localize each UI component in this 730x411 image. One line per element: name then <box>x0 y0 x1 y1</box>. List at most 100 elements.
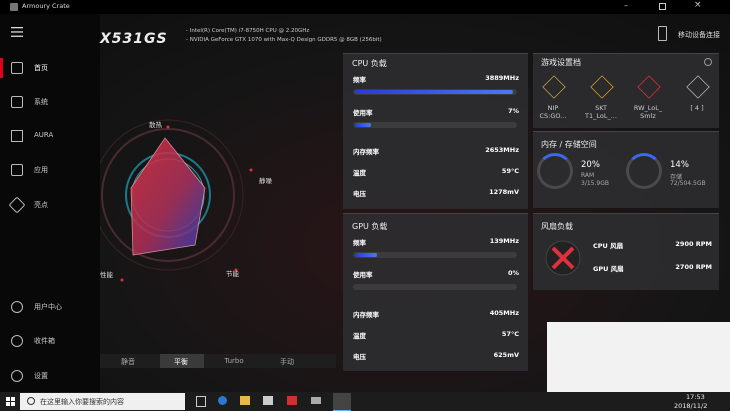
gpu-panel <box>343 213 528 371</box>
profile-name[interactable]: NIP <box>547 104 559 112</box>
metric-value: 7% <box>507 107 519 115</box>
metric-bar-track <box>353 122 517 128</box>
radar-label: 静噪 <box>259 177 272 185</box>
mode-tab[interactable]: 平衡 <box>174 358 188 366</box>
active-tab-highlight <box>160 354 204 368</box>
metric-label: 内存频率 <box>353 148 379 156</box>
gauge-ring <box>626 153 662 189</box>
taskbar-app[interactable] <box>240 396 250 405</box>
search-icon <box>27 397 35 405</box>
metric-label: 频率 <box>353 239 366 247</box>
metric-label: 频率 <box>353 76 366 84</box>
gauge-detail: 3/15.9GB <box>581 180 609 187</box>
gauge-percent: 14% <box>670 160 689 170</box>
nav-icon[interactable] <box>11 301 23 313</box>
taskbar-app[interactable] <box>218 396 227 405</box>
app-icon <box>10 3 18 11</box>
blank-area <box>547 322 730 392</box>
search-placeholder: 在这里输入你要搜索的内容 <box>40 398 124 406</box>
metric-label: 电压 <box>353 190 366 198</box>
active-indicator <box>0 58 3 78</box>
start-button[interactable] <box>6 397 15 406</box>
taskbar-app[interactable] <box>311 397 321 404</box>
radar-label: 散热 <box>149 121 162 129</box>
nav-icon[interactable] <box>11 62 23 74</box>
metric-bar-track <box>353 252 517 258</box>
fan-label: CPU 风扇 <box>593 242 624 250</box>
radar-label: 节能 <box>226 270 239 278</box>
metric-label: 使用率 <box>353 271 373 279</box>
settings-icon[interactable] <box>704 58 712 66</box>
metric-bar-fill <box>355 123 371 127</box>
metric-label: 使用率 <box>353 109 373 117</box>
mobile-link[interactable]: 移动设备连接 <box>678 31 720 39</box>
panel-title: 内存 / 存储空间 <box>541 140 597 149</box>
profile-name[interactable]: T1_LoL_... <box>585 112 617 120</box>
profile-name[interactable]: Smlz <box>640 112 656 120</box>
profile-name[interactable]: RW_LoL_ <box>633 104 663 112</box>
radar-chart <box>100 119 253 282</box>
metric-value: 1278mV <box>489 188 519 196</box>
taskbar-app[interactable] <box>263 396 273 405</box>
panel-title: 游戏设置档 <box>541 58 581 67</box>
profile-name[interactable]: CS:GO... <box>539 112 567 120</box>
search-box[interactable] <box>20 393 185 410</box>
close-button[interactable]: × <box>694 0 702 10</box>
metric-bar-fill <box>355 253 377 257</box>
profile-name[interactable]: SKT <box>595 104 607 112</box>
nav-item[interactable]: AURA <box>34 131 54 139</box>
radar-label: 性能 <box>100 271 113 279</box>
nav-icon[interactable] <box>11 370 23 382</box>
minimize-button[interactable]: – <box>624 1 628 10</box>
taskbar-app[interactable] <box>287 396 297 405</box>
mode-tab[interactable]: 手动 <box>280 358 294 366</box>
nav-item[interactable]: 系统 <box>34 98 48 106</box>
fan-value: 2700 RPM <box>675 263 712 271</box>
sidebar <box>0 14 100 392</box>
profile-name[interactable]: [ 4 ] <box>690 104 704 112</box>
metric-value: 59°C <box>501 167 519 175</box>
nav-item[interactable]: 应用 <box>34 166 48 174</box>
nav-item[interactable]: 亮点 <box>34 201 48 209</box>
nav-item[interactable]: 首页 <box>34 64 48 72</box>
nav-icon[interactable] <box>11 130 23 142</box>
taskbar-app[interactable] <box>196 396 206 407</box>
metric-value: 405MHz <box>489 309 519 317</box>
panel-title: 风扇负载 <box>541 222 573 231</box>
spec-line: - NVIDIA GeForce GTX 1070 with Max-Q Des… <box>186 37 382 43</box>
metric-label: 温度 <box>353 332 366 340</box>
fan-icon <box>545 240 581 276</box>
profiles-panel <box>533 53 719 128</box>
title-bar <box>0 0 730 14</box>
fan-value: 2900 RPM <box>675 240 712 248</box>
metric-bar-fill <box>355 90 513 94</box>
spec-text: Intel(R) Core(TM) i7-8750H CPU @ 2.20GHz <box>189 28 310 34</box>
metric-label: 温度 <box>353 169 366 177</box>
nav-icon[interactable] <box>11 164 23 176</box>
mode-tab[interactable]: Turbo <box>224 357 244 365</box>
nav-item[interactable]: 设置 <box>34 372 48 380</box>
gauge-percent: 20% <box>581 160 600 170</box>
gauge-name: 存储 <box>670 174 683 181</box>
nav-icon[interactable] <box>11 96 23 108</box>
metric-value: 0% <box>507 269 519 277</box>
model-logo: X531GS <box>100 31 168 47</box>
nav-item[interactable]: 收件箱 <box>34 337 55 345</box>
mode-tab-bar <box>100 354 336 368</box>
mode-tab[interactable]: 静音 <box>121 358 135 366</box>
menu-button[interactable] <box>11 27 23 37</box>
nav-icon[interactable] <box>11 335 23 347</box>
maximize-button[interactable] <box>659 3 666 10</box>
metric-value: 2653MHz <box>485 146 519 154</box>
metric-value: 625mV <box>493 351 519 359</box>
taskbar-app-active[interactable] <box>333 393 351 411</box>
spec-line: - Intel(R) Core(TM) i7-8750H CPU @ 2.20G… <box>186 28 310 34</box>
cpu-panel <box>343 53 528 209</box>
metric-value: 3889MHz <box>485 74 519 82</box>
phone-icon <box>658 26 667 41</box>
metric-value: 139MHz <box>489 237 519 245</box>
clock-time: 17:53 <box>686 393 705 401</box>
nav-item[interactable]: 用户中心 <box>34 303 62 311</box>
gauge-detail: 72/504.5GB <box>670 180 706 187</box>
